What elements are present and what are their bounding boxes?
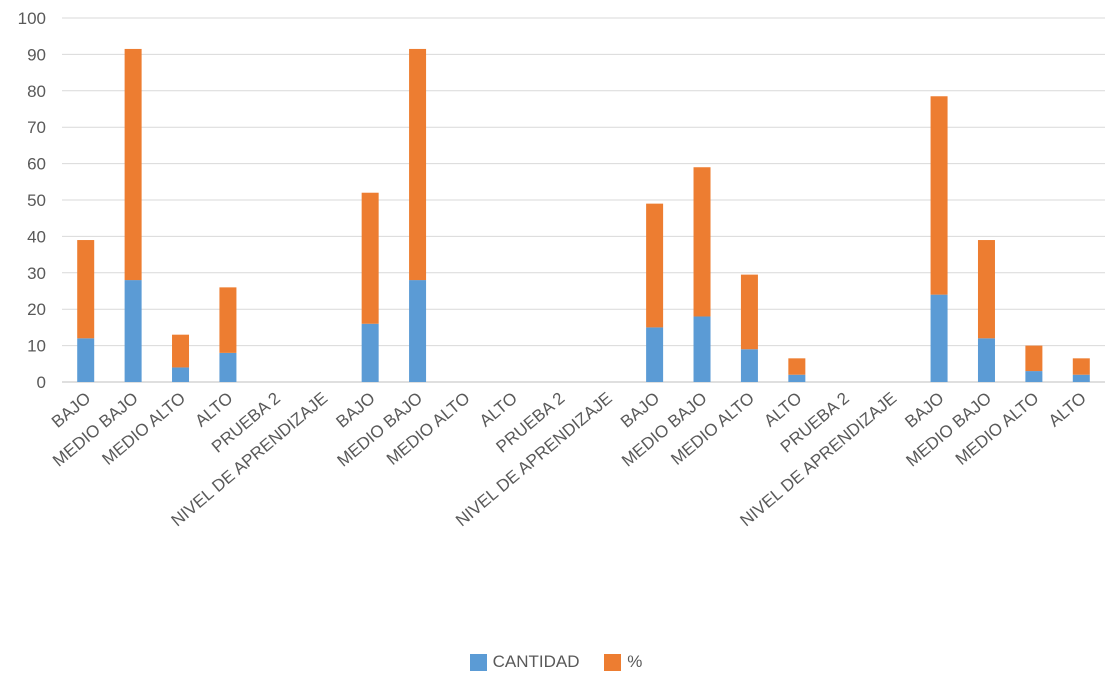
y-tick-label: 70: [27, 118, 46, 137]
legend-item-percent: %: [604, 652, 642, 672]
y-tick-label: 50: [27, 191, 46, 210]
bar-percent: [172, 334, 190, 368]
bar-percent: [361, 192, 379, 324]
bar-cantidad: [930, 294, 948, 382]
bar-percent: [977, 240, 995, 339]
bar-cantidad: [1072, 374, 1090, 382]
bar-cantidad: [409, 280, 427, 382]
bar-percent: [788, 358, 806, 375]
y-tick-label: 10: [27, 337, 46, 356]
bar-percent: [409, 48, 427, 281]
bar-percent: [124, 48, 142, 281]
x-tick-label: ALTO: [1045, 389, 1090, 431]
bar-percent: [693, 167, 711, 317]
bar-cantidad: [646, 327, 664, 382]
y-tick-label: 90: [27, 45, 46, 64]
y-tick-label: 60: [27, 155, 46, 174]
legend-label-cantidad: CANTIDAD: [492, 652, 580, 671]
bar-cantidad: [977, 338, 995, 382]
y-tick-label: 20: [27, 300, 46, 319]
x-tick-label: MEDIO ALTO: [952, 389, 1043, 469]
legend-swatch-percent: [604, 653, 622, 671]
bar-percent: [1072, 358, 1090, 375]
bar-cantidad: [693, 316, 711, 382]
legend-label-percent: %: [627, 652, 643, 671]
bar-percent: [740, 274, 758, 350]
x-tick-label: MEDIO ALTO: [98, 389, 189, 469]
bar-cantidad: [740, 349, 758, 382]
bar-cantidad: [172, 367, 190, 382]
y-tick-label: 0: [37, 373, 46, 392]
y-tick-label: 80: [27, 82, 46, 101]
x-tick-label: MEDIO ALTO: [667, 389, 758, 469]
bar-cantidad: [124, 280, 142, 382]
bar-percent: [77, 240, 95, 339]
legend-swatch-cantidad: [469, 653, 487, 671]
bar-cantidad: [788, 374, 806, 382]
bar-cantidad: [361, 323, 379, 382]
bar-percent: [219, 287, 237, 353]
y-tick-label: 40: [27, 227, 46, 246]
y-tick-label: 100: [18, 9, 46, 28]
bar-percent: [646, 203, 664, 328]
x-tick-label: MEDIO ALTO: [383, 389, 474, 469]
y-tick-label: 30: [27, 264, 46, 283]
legend-item-cantidad: CANTIDAD: [469, 652, 580, 672]
bar-cantidad: [219, 352, 237, 382]
bar-cantidad: [1025, 371, 1043, 382]
bar-percent: [930, 96, 948, 295]
legend: CANTIDAD %: [0, 652, 1112, 676]
bar-percent: [1025, 345, 1043, 372]
bar-cantidad: [77, 338, 95, 382]
